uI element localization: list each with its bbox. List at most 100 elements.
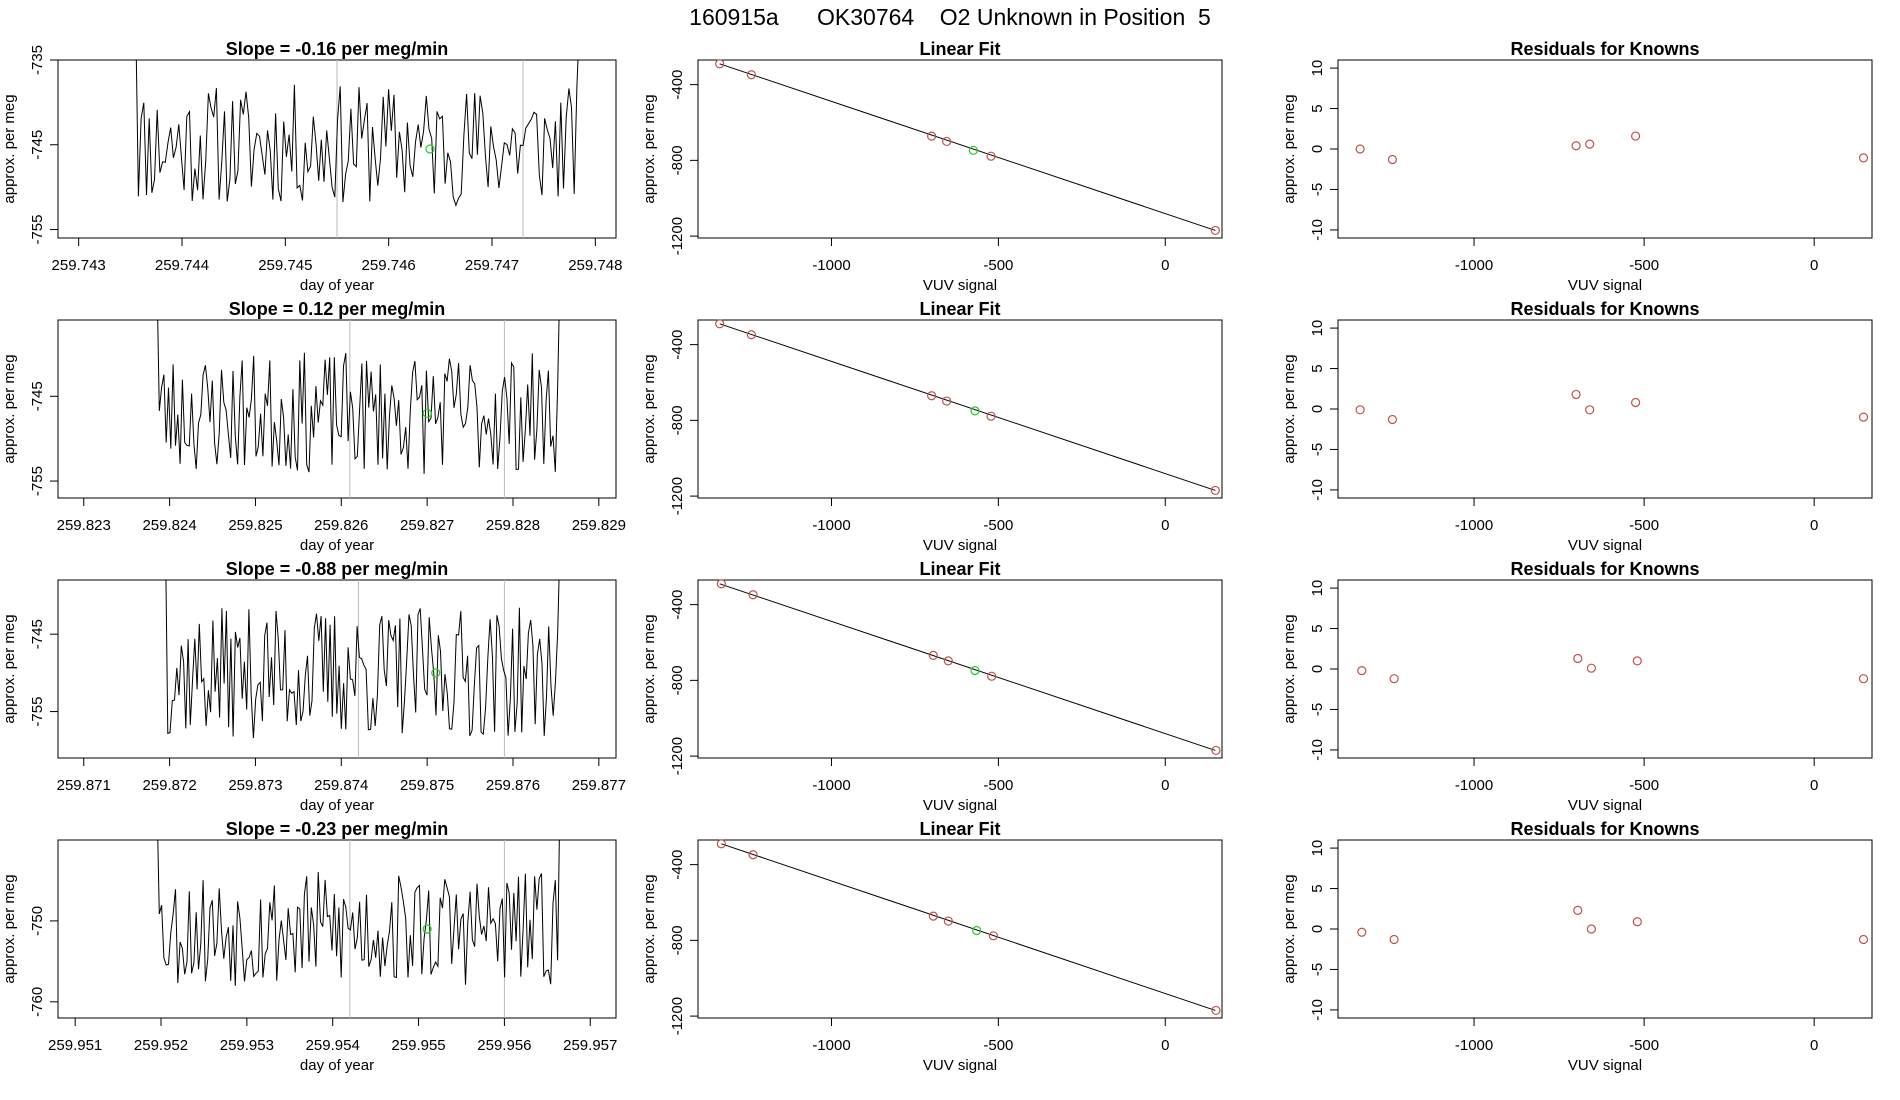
panel-11-title: Linear Fit (919, 819, 1000, 839)
panel-2-known-point (927, 131, 937, 141)
panel-2-xlabel: VUV signal (923, 277, 997, 294)
panel-4-ylabel: approx. per meg (1, 354, 18, 463)
panel-4-unknown-point (422, 408, 432, 418)
panel-4-ytick-label: -745 (29, 381, 46, 411)
panel-7-xtick-label: 259.876 (486, 777, 540, 794)
panel-10-xtick-label: 259.954 (306, 1037, 360, 1054)
panel-3-xtick-label: -1000 (1455, 257, 1493, 274)
panel-7-ylabel: approx. per meg (1, 614, 18, 723)
panel-7-xtick-label: 259.877 (572, 777, 626, 794)
panel-12-known-point (1357, 927, 1367, 937)
panel-11-xtick-label: 0 (1161, 1037, 1169, 1054)
panel-6-ytick-label: 0 (1309, 405, 1326, 413)
panel-5-known-point (986, 411, 996, 421)
figure-title: 160915a OK30764 O2 Unknown in Position 5 (689, 4, 1211, 30)
panel-6-xtick-label: -500 (1629, 517, 1659, 534)
panel-9-known-point (1632, 656, 1642, 666)
panel-5-known-point (715, 319, 725, 329)
panel-10-xtick-label: 259.957 (563, 1037, 617, 1054)
panel-5-ytick-label: -1200 (669, 477, 686, 515)
panel-8-ytick-label: -400 (669, 590, 686, 620)
panel-11-known-point (716, 839, 726, 849)
panel-7-ytick-label: -745 (29, 619, 46, 649)
panel-1-xtick-label: 259.745 (258, 257, 312, 274)
panel-9-ytick-label: 10 (1309, 580, 1326, 597)
panel-5-frame (697, 319, 1223, 499)
panel-3-known-point (1387, 154, 1398, 165)
panel-3-ylabel: approx. per meg (1281, 94, 1298, 203)
panel-7-xlabel: day of year (300, 797, 374, 814)
panel-9-xlabel: VUV signal (1568, 797, 1642, 814)
panel-6-ytick-label: -10 (1309, 479, 1326, 501)
panel-5-ylabel: approx. per meg (641, 354, 658, 463)
panel-11-fit-line (721, 843, 1216, 1011)
panel-2-ylabel: approx. per meg (641, 94, 658, 203)
panel-1-unknown-point (425, 144, 435, 154)
panel-11-known-point (943, 916, 953, 926)
panel-1-ylabel: approx. per meg (1, 94, 18, 203)
panel-4-xtick-label: 259.828 (486, 517, 540, 534)
panel-1-xtick-label: 259.743 (52, 257, 106, 274)
panel-5-unknown-point (970, 406, 980, 416)
panel-9-title: Residuals for Knowns (1510, 559, 1699, 579)
panel-10-ytick-label: -760 (29, 987, 46, 1017)
panel-3-ytick-label: -10 (1309, 219, 1326, 241)
panel-6-ytick-label: -5 (1309, 443, 1326, 456)
panel-3-ytick-label: 10 (1309, 60, 1326, 77)
panel-12-xtick-label: 0 (1810, 1037, 1818, 1054)
panel-12-known-point (1389, 934, 1399, 945)
panel-7-frame (57, 579, 617, 759)
panel-10-xtick-label: 259.953 (220, 1037, 274, 1054)
panel-11-xtick-label: -500 (983, 1037, 1013, 1054)
panel-4-title: Slope = 0.12 per meg/min (229, 299, 446, 319)
panel-8-known-point (928, 650, 938, 660)
panel-5-ytick-label: -400 (669, 330, 686, 360)
panel-4-trace (157, 320, 560, 474)
panel-5-known-point (1210, 485, 1220, 496)
panel-12-title: Residuals for Knowns (1510, 819, 1699, 839)
panel-11-ytick-label: -800 (669, 925, 686, 955)
panel-5-title: Linear Fit (919, 299, 1000, 319)
panel-9-ytick-label: 5 (1309, 624, 1326, 632)
panel-3-known-point (1571, 141, 1581, 151)
panel-5-xtick-label: 0 (1161, 517, 1169, 534)
panel-7-xtick-label: 259.872 (142, 777, 196, 794)
panel-10-xtick-label: 259.951 (48, 1037, 102, 1054)
panel-8-ytick-label: -1200 (669, 737, 686, 775)
panel-9-known-point (1389, 674, 1399, 684)
panel-9-ylabel: approx. per meg (1281, 614, 1298, 723)
panel-9-ytick-label: -10 (1309, 739, 1326, 761)
panel-2-xtick-label: -1000 (812, 257, 850, 274)
panel-8-known-point (987, 671, 997, 681)
panel-9-xtick-label: -1000 (1455, 777, 1493, 794)
panel-11-ylabel: approx. per meg (641, 874, 658, 983)
panel-5-xtick-label: -500 (983, 517, 1013, 534)
panel-5-xlabel: VUV signal (923, 537, 997, 554)
panel-11-known-point (988, 931, 998, 941)
panel-8-title: Linear Fit (919, 559, 1000, 579)
panel-4-xtick-label: 259.827 (400, 517, 454, 534)
panel-3-title: Residuals for Knowns (1510, 39, 1699, 59)
panel-8-ytick-label: -800 (669, 665, 686, 695)
panel-4-frame (57, 319, 617, 499)
panel-11-ytick-label: -1200 (669, 997, 686, 1035)
panel-10-title: Slope = -0.23 per meg/min (226, 819, 449, 839)
panel-1-xtick-label: 259.747 (465, 257, 519, 274)
panel-6-ylabel: approx. per meg (1281, 354, 1298, 463)
panel-9-known-point (1573, 653, 1583, 664)
panel-9-xtick-label: 0 (1810, 777, 1818, 794)
panel-12-xlabel: VUV signal (1568, 1057, 1642, 1074)
panel-11-xtick-label: -1000 (812, 1037, 850, 1054)
panel-12-known-point (1573, 905, 1583, 915)
panel-6-known-point (1585, 405, 1595, 415)
panel-9-xtick-label: -500 (1629, 777, 1659, 794)
panel-3-known-point (1631, 131, 1641, 141)
panel-7-title: Slope = -0.88 per meg/min (226, 559, 449, 579)
panel-9-known-point (1357, 666, 1367, 676)
panel-9-known-point (1586, 663, 1596, 673)
panel-1-title: Slope = -0.16 per meg/min (226, 39, 449, 59)
panel-12-xtick-label: -500 (1629, 1037, 1659, 1054)
panel-3-xlabel: VUV signal (1568, 277, 1642, 294)
panel-8-known-point (943, 656, 953, 666)
panel-6-xtick-label: -1000 (1455, 517, 1493, 534)
